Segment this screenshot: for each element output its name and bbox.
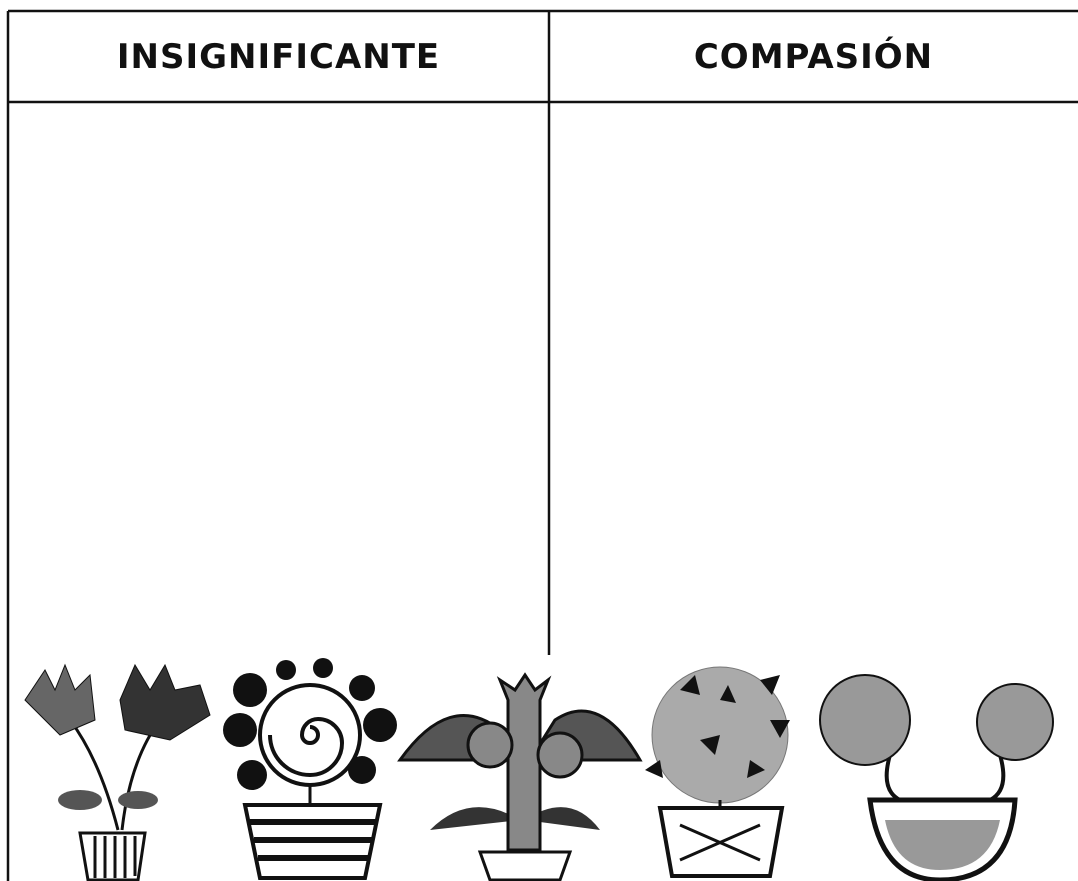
column-header: COMPASIÓN (693, 37, 934, 77)
column-header: INSIGNIFICANTE (116, 37, 441, 77)
flower-decoration (24, 658, 1054, 881)
